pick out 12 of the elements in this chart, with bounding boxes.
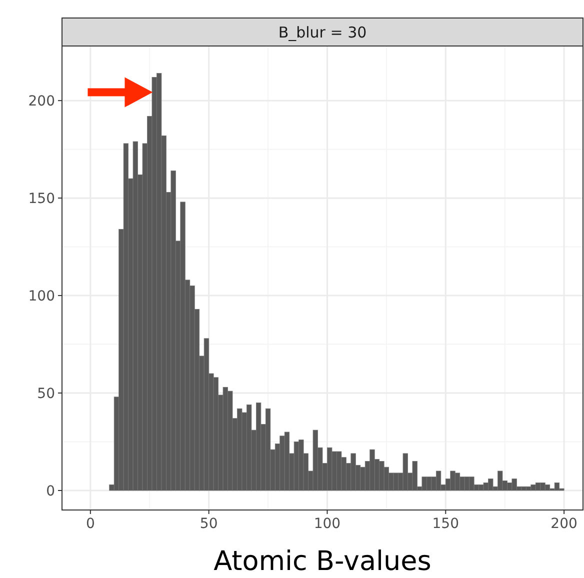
x-tick-label: 100	[314, 516, 341, 532]
y-tick-label: 150	[28, 190, 55, 207]
y-tick-label: 100	[28, 288, 55, 304]
x-tick-label: 0	[86, 516, 95, 532]
x-axis-title: Atomic B-values	[214, 546, 432, 577]
y-tick-label: 50	[37, 386, 55, 402]
x-tick-label: 200	[550, 516, 578, 532]
chart-title: B_blur = 30	[278, 23, 367, 42]
x-tick-label: 50	[200, 516, 218, 532]
x-tick-label: 150	[432, 516, 460, 532]
y-tick-label: 0	[46, 483, 55, 500]
y-tick-label: 200	[28, 93, 55, 110]
